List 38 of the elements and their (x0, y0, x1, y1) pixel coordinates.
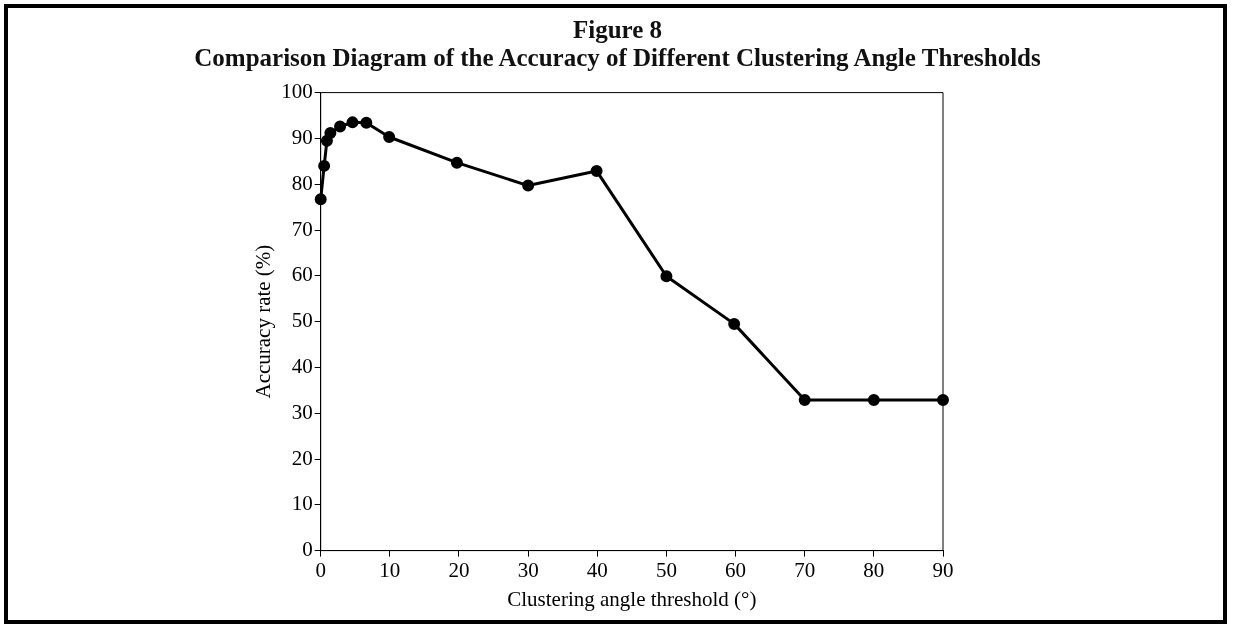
y-tick-label: 100 (281, 79, 313, 104)
y-axis-title: Accuracy rate (%) (251, 244, 276, 399)
point (318, 159, 331, 172)
y-tick-label: 40 (291, 353, 313, 378)
point (314, 193, 327, 206)
point (346, 116, 359, 129)
point (383, 131, 396, 144)
y-tick-label: 90 (291, 124, 313, 149)
point (798, 393, 811, 406)
x-tick-label: 80 (863, 557, 885, 582)
y-tick-label: 70 (291, 216, 313, 241)
x-axis-title: Clustering angle threshold (°) (507, 586, 757, 611)
x-tick-label: 50 (655, 557, 677, 582)
y-tick-label: 50 (291, 308, 313, 333)
x-tick-label: 40 (586, 557, 608, 582)
x-tick-label: 70 (794, 557, 816, 582)
x-tick-label: 10 (379, 557, 401, 582)
x-tick-label: 60 (725, 557, 747, 582)
x-tick-label: 20 (448, 557, 470, 582)
point (334, 120, 347, 133)
point (660, 270, 673, 283)
point (324, 126, 337, 139)
y-tick-label: 30 (291, 399, 313, 424)
point (728, 317, 741, 330)
x-tick-label: 30 (517, 557, 539, 582)
y-tick-label: 60 (291, 262, 313, 287)
y-tick-label: 20 (291, 445, 313, 470)
point (590, 164, 603, 177)
point (867, 393, 880, 406)
y-tick-label: 0 (302, 537, 313, 562)
x-tick-label: 90 (932, 557, 954, 582)
y-tick-label: 80 (291, 170, 313, 195)
chart-title: Figure 8 (571, 16, 664, 44)
y-tick-label: 10 (291, 491, 313, 516)
chart-subtitle: Comparison Diagram of the Accuracy of Different Clustering Angle Thresholds (193, 44, 1042, 72)
point (450, 156, 463, 169)
point (522, 179, 535, 192)
point (360, 116, 373, 129)
